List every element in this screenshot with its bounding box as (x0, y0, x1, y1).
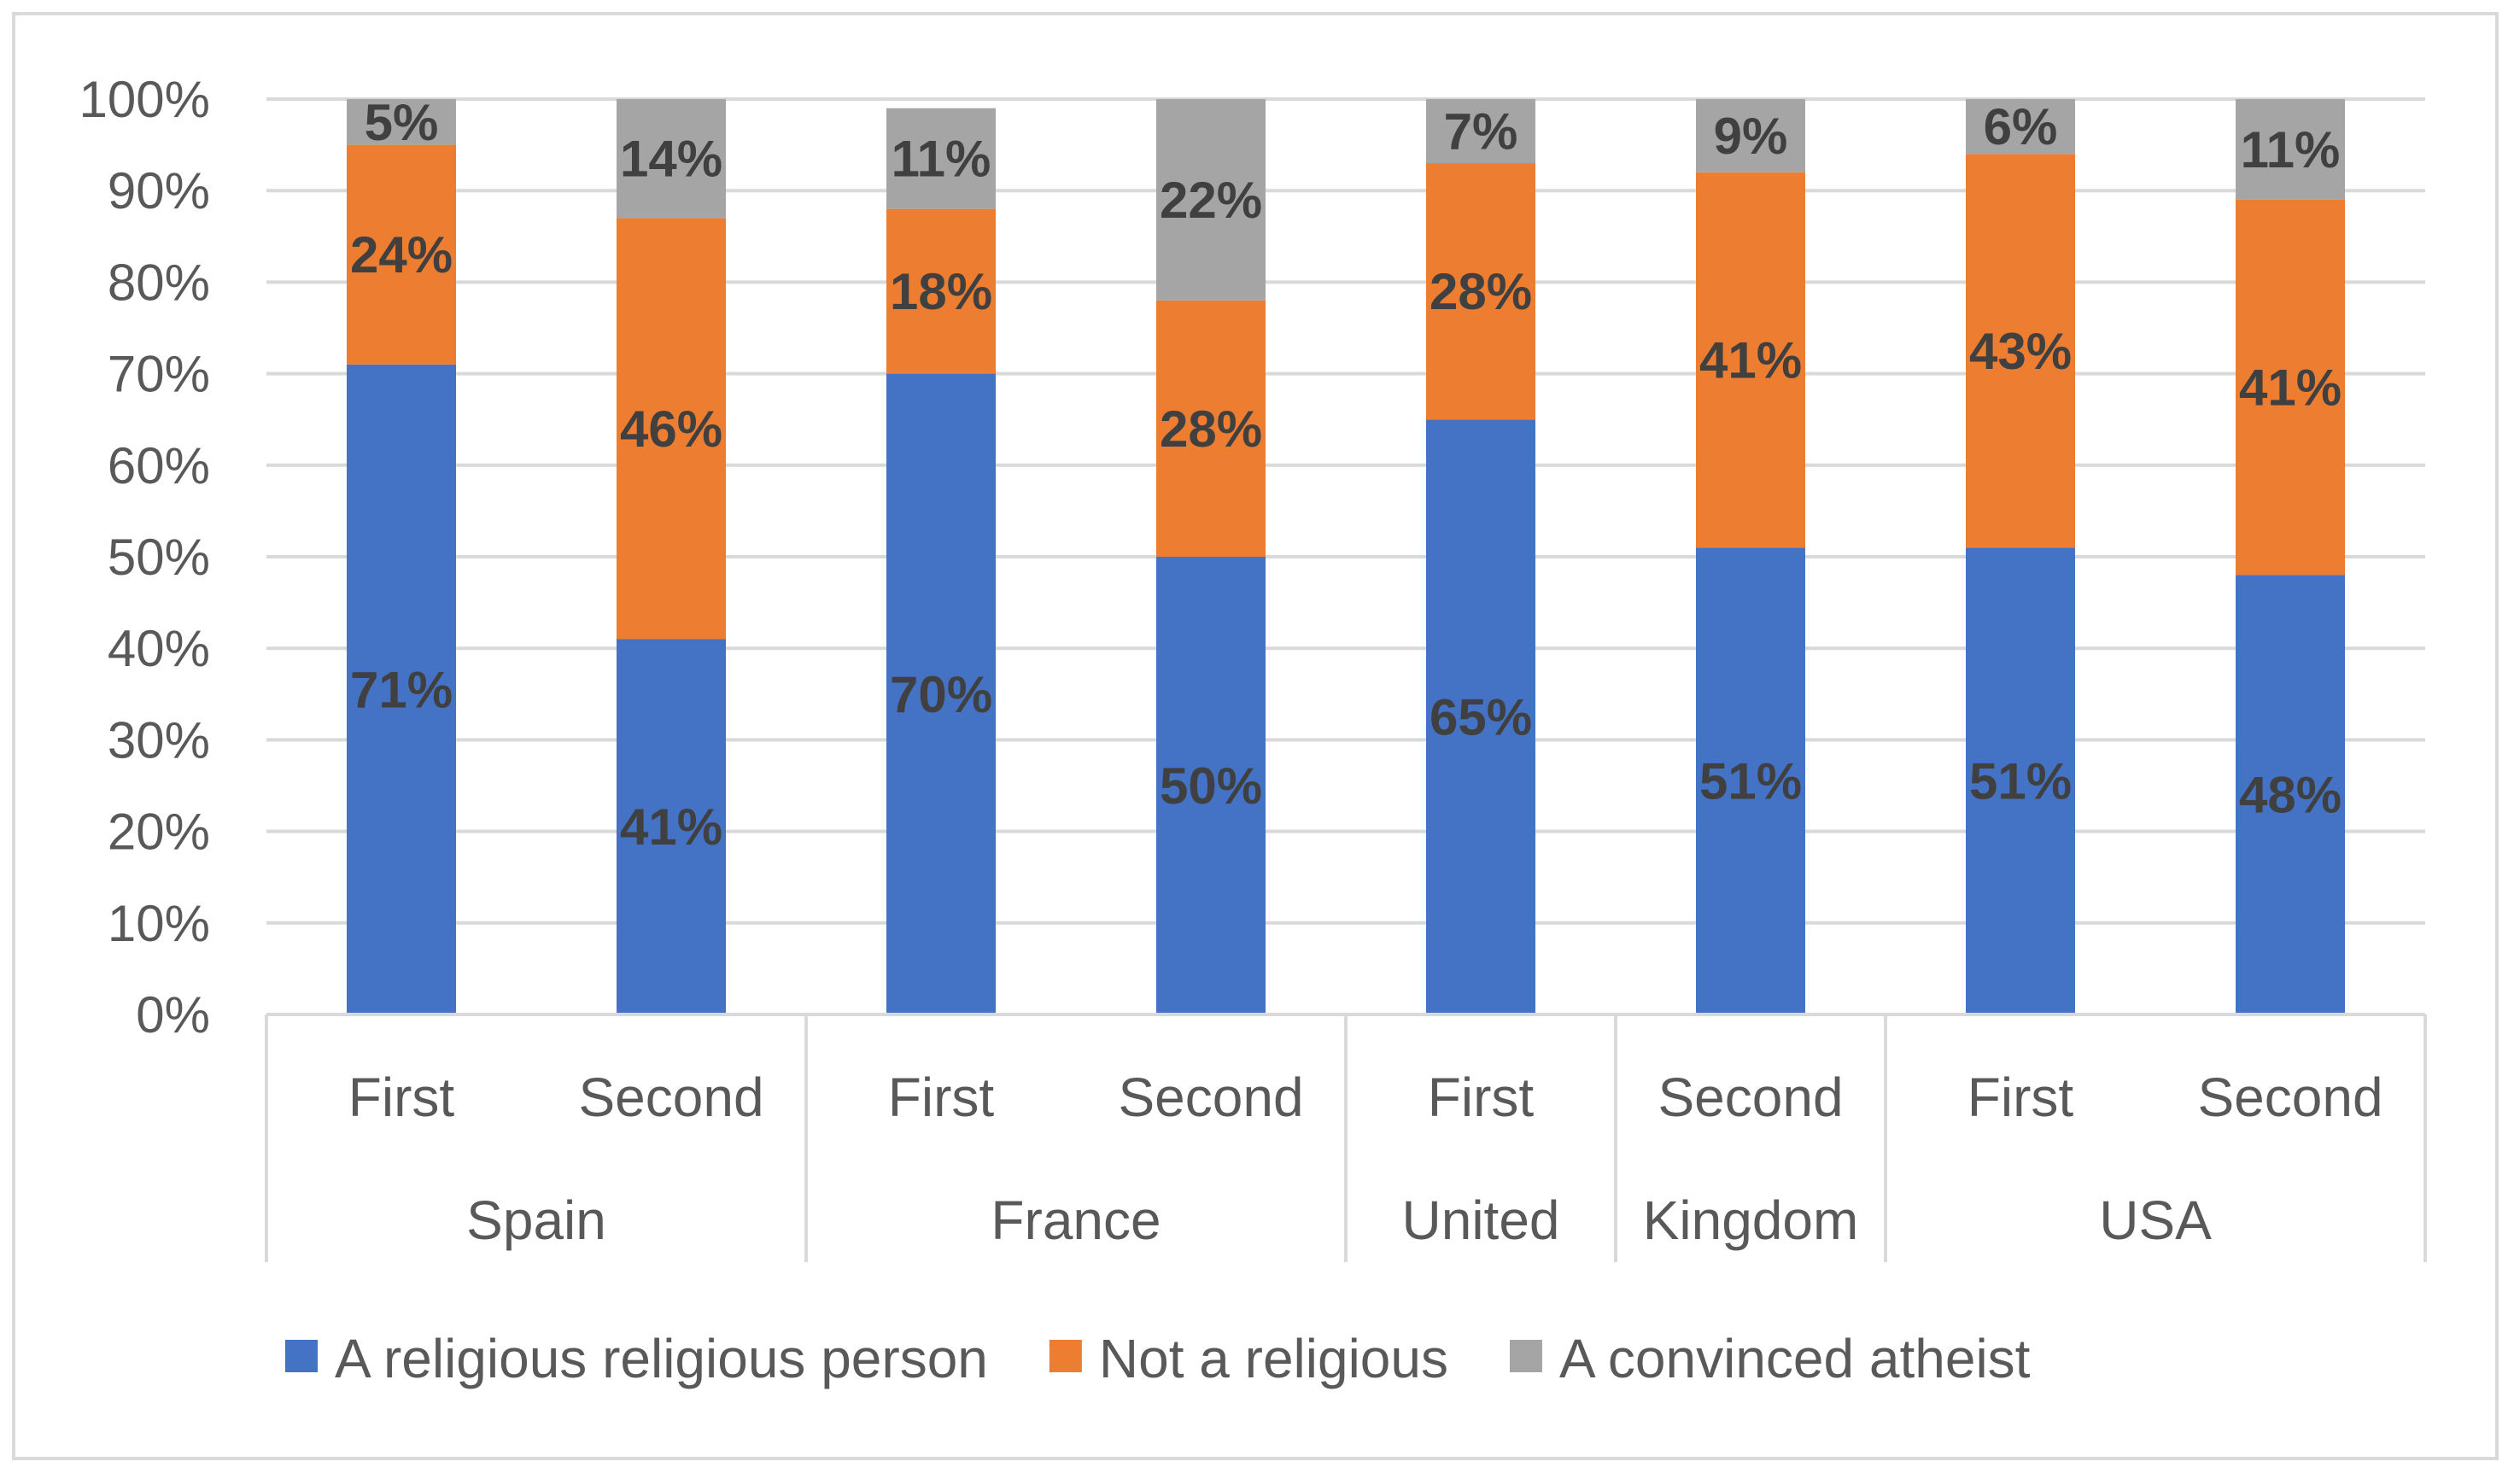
category-label: Second (578, 1067, 763, 1128)
category-label: First (1428, 1067, 1535, 1128)
gridlines (266, 97, 2425, 1016)
data-label: 14% (620, 131, 722, 188)
data-labels: 71% 24% 5% 41% 46% 14% 70% 18% 11% 50% 28% 22% 65% 28… (350, 94, 2342, 856)
bar-segment (1696, 172, 1805, 548)
data-label: 18% (890, 263, 992, 320)
y-tick-label: 90% (108, 162, 210, 219)
bar-segment (1966, 547, 2075, 1014)
bar-segment (347, 99, 456, 145)
category-label: Second (1118, 1067, 1303, 1128)
data-label: 46% (620, 400, 722, 458)
x-axis (265, 1013, 2427, 1262)
category-label: First (1967, 1067, 2074, 1128)
bar-segment (886, 373, 996, 1015)
y-tick-label: 20% (108, 804, 210, 861)
data-label: 50% (1160, 757, 1262, 815)
data-label: 43% (1969, 323, 2072, 380)
bar-segment (2236, 575, 2345, 1014)
group-label: France (991, 1190, 1161, 1251)
y-axis-ticks: 0% 10% 20% 30% 40% 50% 60% 70% 80% 90% 100% (79, 71, 210, 1043)
bar-segment (347, 364, 456, 1014)
bar-segment (1966, 99, 2075, 155)
data-label: 7% (1444, 103, 1518, 161)
data-label: 22% (1160, 172, 1262, 229)
legend-label: A religious religious person (335, 1328, 988, 1389)
data-label: 48% (2239, 767, 2342, 824)
y-tick-label: 30% (108, 711, 210, 769)
bar-segment (617, 639, 726, 1014)
legend: A religious religious person Not a religi… (285, 1328, 2031, 1389)
bar-segment (1156, 300, 1266, 557)
y-tick-label: 10% (108, 895, 210, 952)
bar-segment (2236, 99, 2345, 200)
data-label: 24% (350, 226, 453, 284)
bars (347, 99, 2345, 1015)
bar-segment (1156, 99, 1266, 301)
bar-segment (617, 99, 726, 219)
data-label: 41% (1699, 332, 1802, 389)
data-label: 51% (1699, 753, 1802, 810)
data-label: 11% (892, 131, 991, 188)
legend-swatch (1509, 1340, 1542, 1372)
group-label: United (1402, 1190, 1560, 1251)
category-label: Second (1658, 1067, 1843, 1128)
bar-segment (1696, 547, 1805, 1014)
legend-swatch (285, 1340, 318, 1372)
group-label: Kingdom (1643, 1190, 1859, 1251)
data-label: 11% (2241, 121, 2341, 178)
data-label: 70% (890, 666, 992, 723)
y-tick-label: 50% (108, 529, 210, 586)
y-tick-label: 80% (108, 254, 210, 311)
category-labels: First Second First Second First Second First Se… (348, 1067, 2383, 1251)
data-label: 51% (1969, 753, 2072, 810)
data-label: 9% (1714, 108, 1788, 165)
bar-segment (1966, 154, 2075, 548)
data-label: 71% (350, 661, 453, 718)
y-tick-label: 0% (136, 986, 210, 1043)
y-tick-label: 70% (108, 346, 210, 403)
bar-segment (347, 144, 456, 365)
bar-segment (2236, 199, 2345, 576)
data-label: 28% (1160, 400, 1262, 458)
y-tick-label: 60% (108, 437, 210, 494)
y-tick-label: 40% (108, 620, 210, 677)
data-label: 28% (1430, 263, 1532, 320)
data-label: 41% (620, 798, 722, 856)
bar-segment (1156, 557, 1266, 1014)
data-label: 5% (365, 94, 439, 151)
bar-segment (1426, 99, 1535, 164)
legend-swatch (1049, 1340, 1082, 1372)
bar-segment (886, 208, 996, 374)
bar-segment (886, 108, 996, 209)
group-label: USA (2099, 1190, 2212, 1251)
data-label: 41% (2239, 360, 2342, 417)
category-label: First (348, 1067, 455, 1128)
bar-segment (1696, 99, 1805, 172)
category-label: First (888, 1067, 995, 1128)
data-label: 6% (1984, 98, 2058, 155)
bar-segment (617, 218, 726, 640)
bar-segment (1426, 419, 1535, 1014)
group-label: Spain (466, 1190, 606, 1251)
y-tick-label: 100% (79, 71, 210, 128)
category-label: Second (2197, 1067, 2383, 1128)
legend-label: A convinced atheist (1559, 1328, 2031, 1389)
legend-label: Not a religious (1099, 1328, 1448, 1389)
bar-segment (1426, 163, 1535, 420)
data-label: 65% (1430, 689, 1532, 746)
